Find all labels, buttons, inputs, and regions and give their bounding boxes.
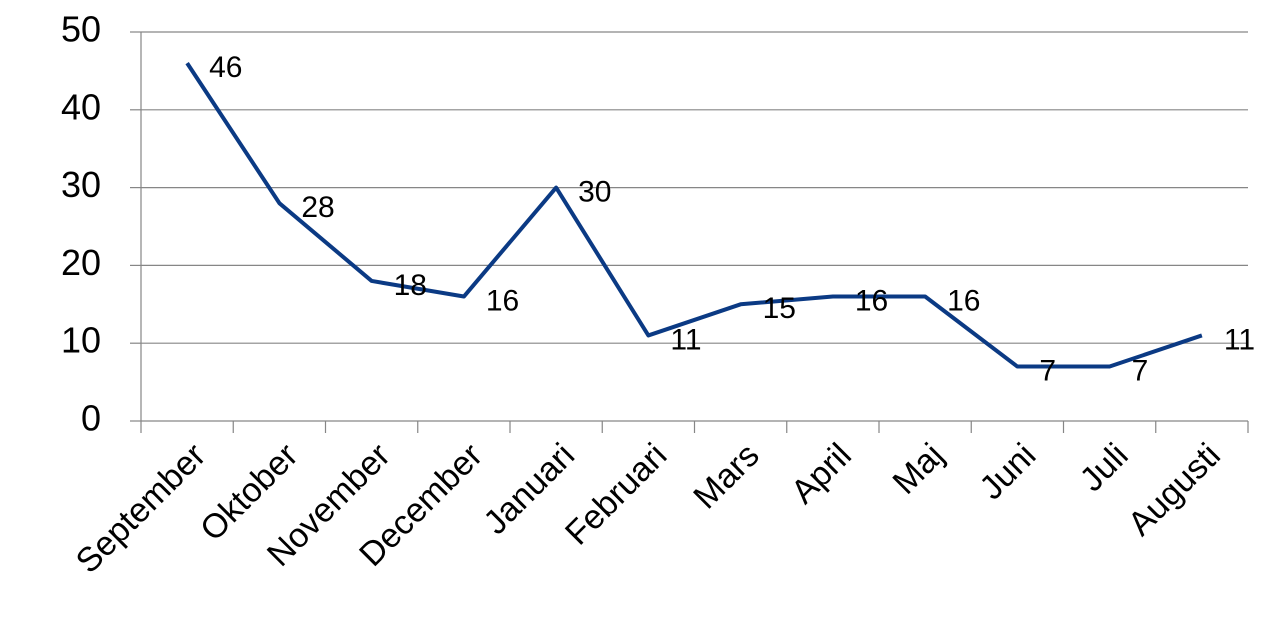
data-label: 28	[301, 191, 334, 224]
data-label: 16	[855, 284, 888, 317]
data-label: 11	[1224, 323, 1255, 356]
data-label: 16	[947, 284, 980, 317]
data-label: 30	[578, 176, 611, 209]
data-label: 7	[1039, 354, 1056, 387]
y-tick-label: 10	[61, 320, 101, 361]
y-tick-label: 50	[61, 9, 101, 50]
y-tick-label: 40	[61, 86, 101, 127]
y-tick-label: 20	[61, 242, 101, 283]
x-tick-label: Juni	[972, 436, 1043, 507]
x-tick-label: Mars	[686, 436, 766, 516]
y-tick-label: 0	[81, 398, 101, 439]
data-label: 46	[209, 51, 242, 84]
x-tick-label: Juli	[1073, 436, 1136, 499]
x-tick-label: April	[784, 436, 859, 511]
x-tick-label: Augusti	[1121, 436, 1228, 543]
data-label: 16	[486, 284, 519, 317]
data-label: 11	[670, 323, 701, 356]
data-label: 7	[1132, 354, 1149, 387]
data-label: 15	[763, 292, 796, 325]
x-tick-label: September	[69, 436, 213, 580]
x-tick-label: Februari	[558, 436, 674, 552]
x-tick-label: Maj	[886, 436, 952, 502]
data-line	[185, 62, 1203, 369]
data-label: 18	[394, 269, 427, 302]
y-tick-label: 30	[61, 164, 101, 205]
